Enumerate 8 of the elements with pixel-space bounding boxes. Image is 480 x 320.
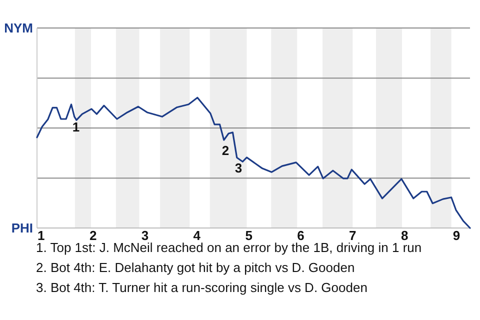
text: NYM xyxy=(4,20,33,36)
annotation: 2 xyxy=(222,142,230,158)
text: PHI xyxy=(11,220,33,236)
text: 2. Bot 4th: E. Delahanty got hit by a pitch vs D. Gooden xyxy=(36,260,355,275)
x-tick-label: 9 xyxy=(452,228,460,244)
text: 3. Bot 4th: T. Turner hit a run-scoring single vs D. Gooden xyxy=(36,280,368,295)
annotation: 1 xyxy=(72,120,80,135)
annotation: 3 xyxy=(234,160,242,176)
